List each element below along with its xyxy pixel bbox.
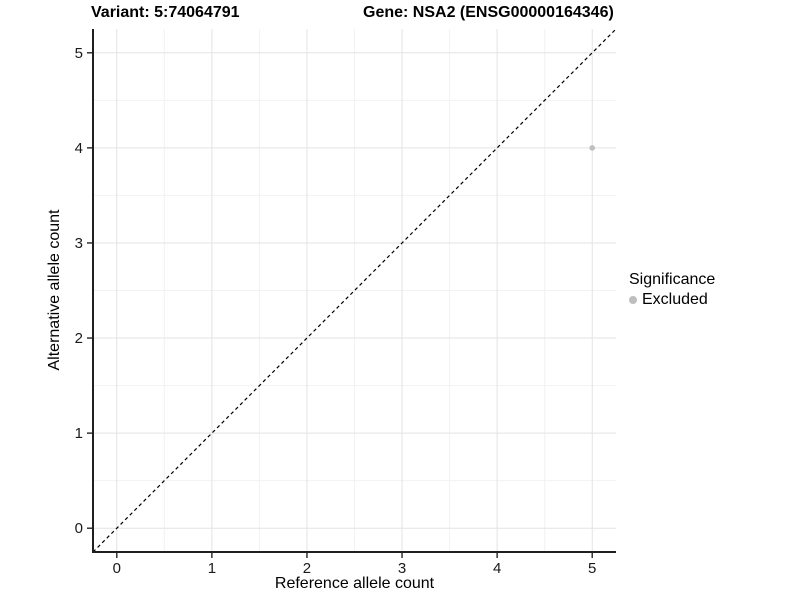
y-axis-title: Alternative allele count <box>46 209 63 371</box>
data-point <box>589 145 596 151</box>
x-tick-label: 3 <box>398 560 406 577</box>
legend: Significance Excluded <box>629 270 715 310</box>
x-tick-label: 4 <box>493 560 501 577</box>
legend-items: Excluded <box>629 290 715 310</box>
y-tick-label: 4 <box>75 140 83 157</box>
x-axis-title: Reference allele count <box>274 575 435 592</box>
plot-title-gene: Gene: NSA2 (ENSG00000164346) <box>363 4 614 21</box>
x-tick-label: 5 <box>588 560 596 577</box>
y-tick-label: 5 <box>75 45 83 62</box>
y-tick-label: 0 <box>75 520 83 537</box>
y-tick-label: 3 <box>75 235 83 252</box>
y-tick-label: 1 <box>75 425 83 442</box>
plot-title-variant: Variant: 5:74064791 <box>91 4 240 21</box>
x-tick-label: 2 <box>303 560 311 577</box>
legend-item-label: Excluded <box>642 291 708 308</box>
legend-title: Significance <box>629 271 716 288</box>
legend-item: Excluded <box>629 290 715 310</box>
x-tick-label: 1 <box>208 560 216 577</box>
y-tick-label: 2 <box>75 330 83 347</box>
x-tick-label: 0 <box>113 560 121 577</box>
legend-point-icon <box>629 296 637 304</box>
